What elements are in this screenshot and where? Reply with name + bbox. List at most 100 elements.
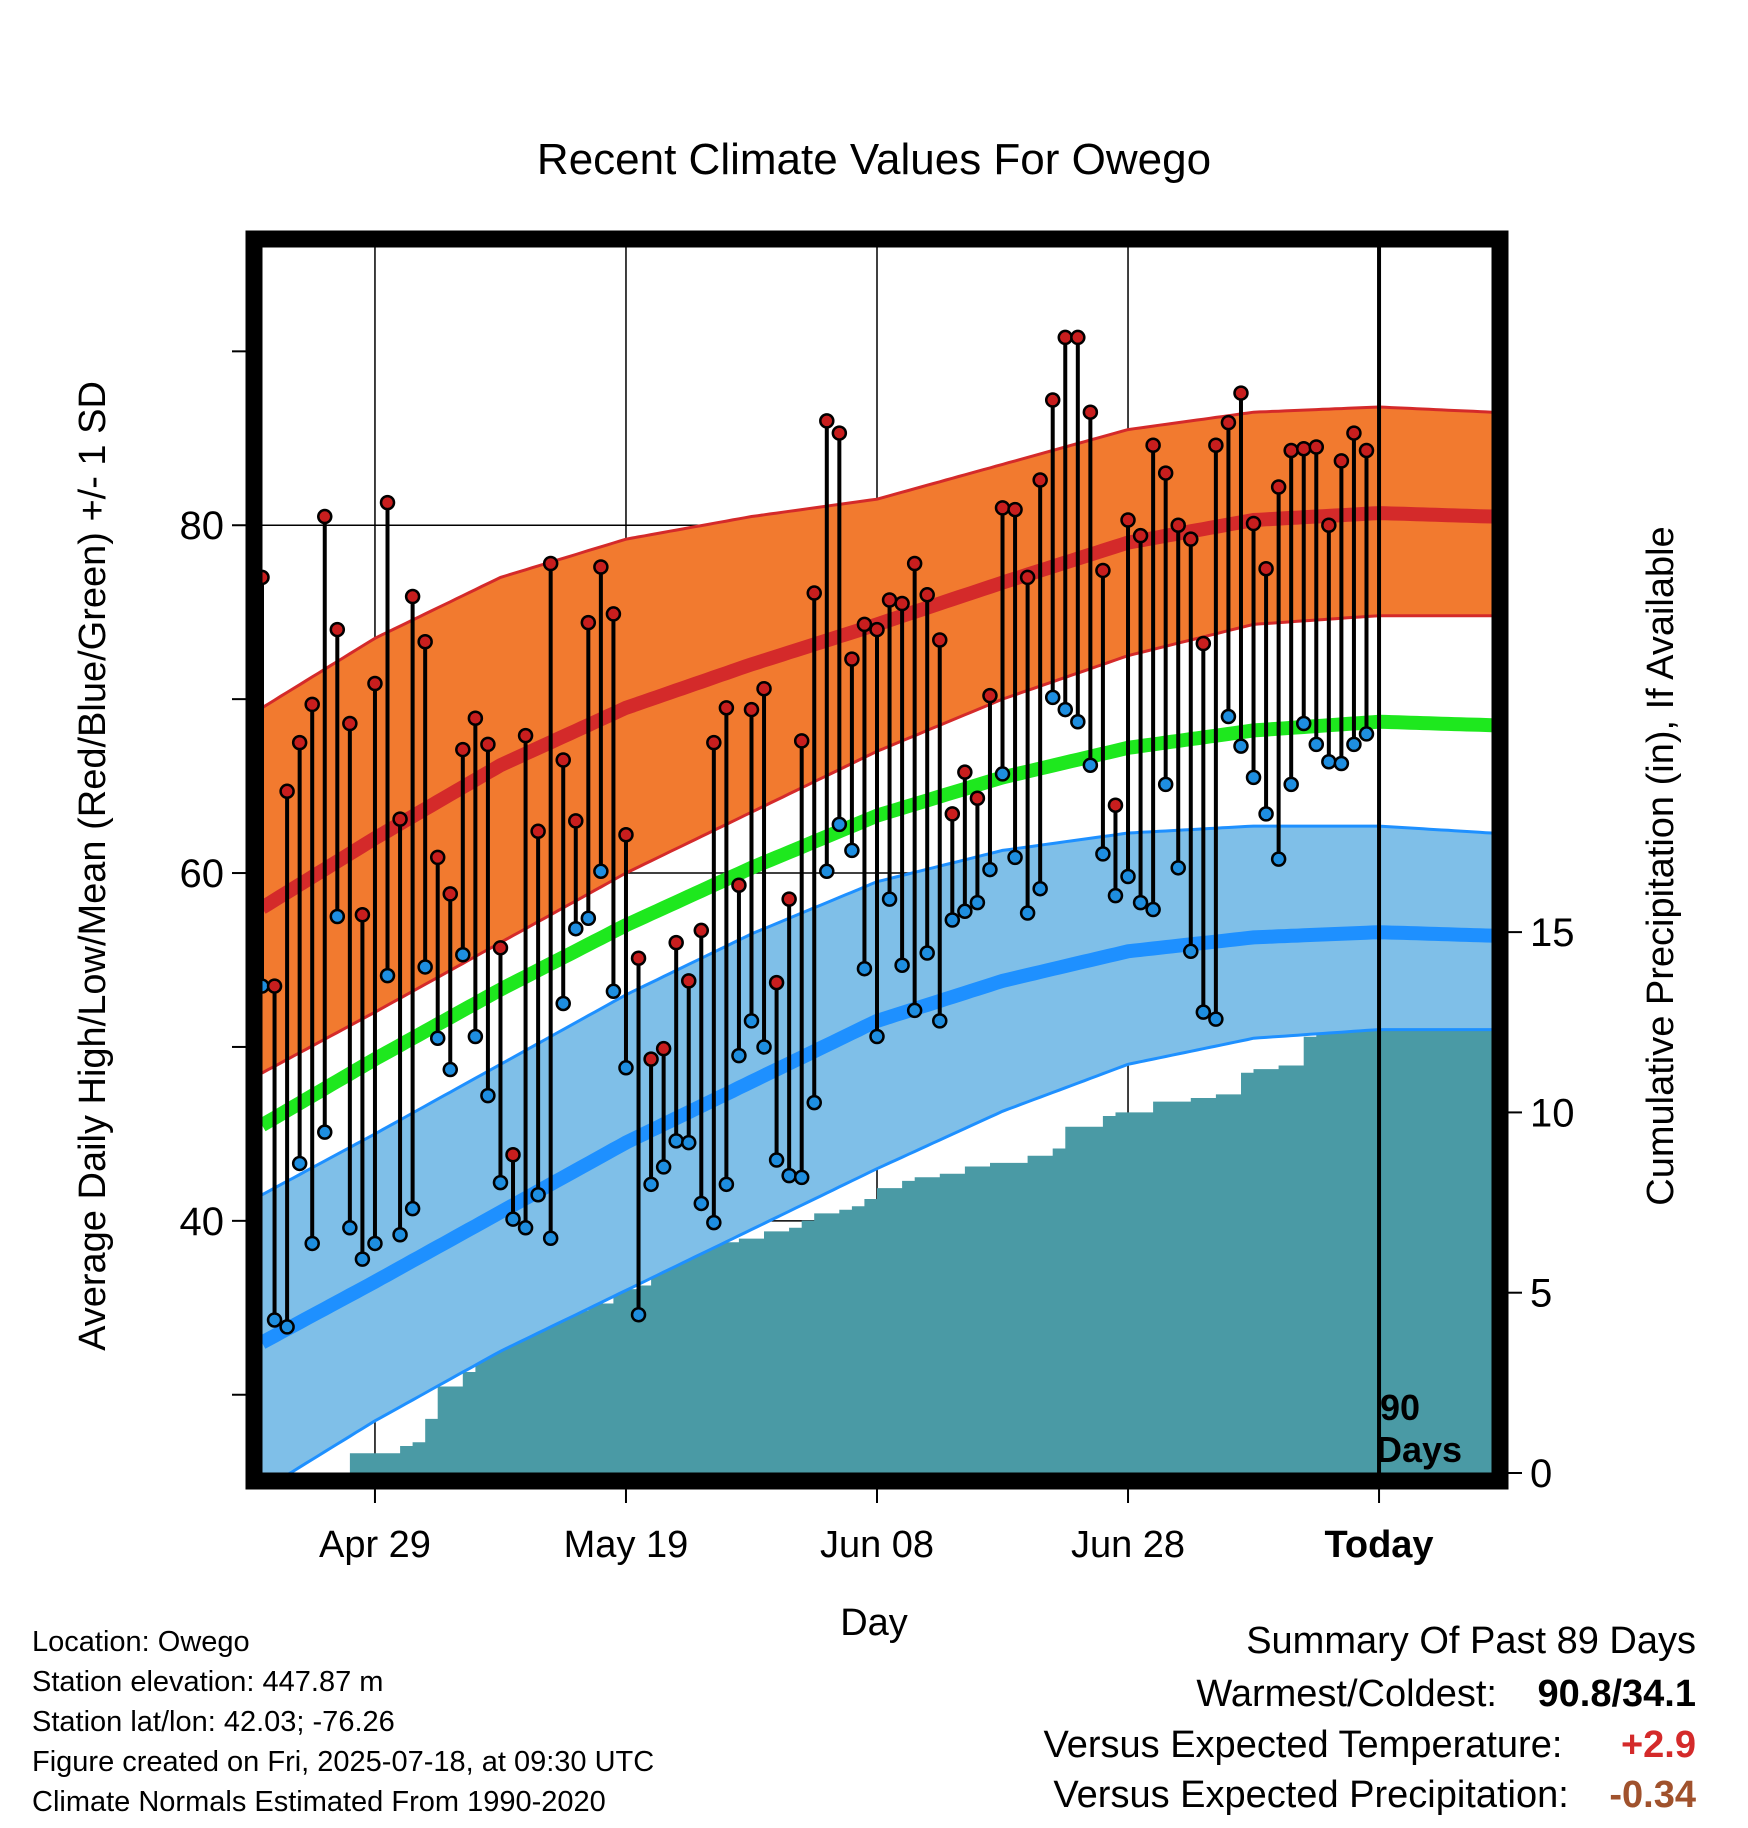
daily-low-point: [329, 908, 346, 925]
daily-high-point: [932, 632, 948, 648]
daily-low-point: [593, 863, 609, 880]
daily-low-point: [756, 1039, 772, 1055]
daily-low-point: [1245, 769, 1262, 786]
daily-high-point: [1346, 425, 1362, 441]
daily-high-point: [756, 680, 772, 697]
daily-low-point: [869, 1028, 885, 1045]
daily-high-point: [1082, 404, 1099, 420]
daily-high-point: [1333, 453, 1350, 469]
daily-low-point: [1057, 701, 1074, 718]
daily-high-point: [1032, 472, 1048, 488]
daily-high-point: [906, 555, 923, 572]
summary-warm-cold-value: 90.8/34.1: [1537, 1673, 1696, 1715]
daily-low-point: [1082, 757, 1099, 773]
daily-high-point: [844, 651, 860, 667]
daily-high-point: [1145, 437, 1161, 453]
daily-high-point: [304, 696, 320, 713]
daily-low-point: [530, 1187, 546, 1203]
daily-high-point: [317, 508, 333, 525]
daily-low-point: [342, 1220, 358, 1236]
daily-low-point: [568, 920, 584, 937]
daily-observations: [262, 247, 1382, 1473]
daily-low-point: [442, 1061, 459, 1078]
daily-high-point: [1132, 527, 1149, 544]
daily-high-point: [1308, 439, 1325, 455]
daily-low-point: [1183, 943, 1199, 960]
daily-low-point: [793, 1169, 810, 1186]
daily-low-point: [630, 1307, 647, 1323]
daily-high-point: [1183, 531, 1199, 547]
high-band-upper-edge: [262, 405, 1492, 710]
daily-low-point: [906, 1002, 923, 1019]
daily-low-point: [1220, 708, 1237, 725]
summary-precip: Versus Expected Precipitation: -0.34: [1053, 1774, 1696, 1817]
y2-tick-label: 5: [1530, 1272, 1552, 1316]
y-tick-label: 60: [180, 852, 225, 896]
daily-high-point: [1220, 414, 1237, 431]
daily-high-point: [1270, 479, 1287, 495]
daily-low-point: [1208, 1011, 1224, 1027]
daily-low-point: [555, 995, 571, 1012]
daily-low-point: [806, 1094, 822, 1111]
info-elevation: Station elevation: 447.87 m: [32, 1666, 384, 1698]
summary-warm-cold-label: Warmest/Coldest:: [1196, 1673, 1497, 1715]
daily-high-point: [1245, 515, 1262, 532]
daily-high-point: [919, 587, 935, 603]
daily-high-point: [329, 621, 346, 638]
daily-high-point: [957, 764, 973, 780]
daily-low-point: [279, 1319, 295, 1335]
chart-title: Recent Climate Values For Owego: [537, 135, 1211, 184]
y2-tick-label: 15: [1530, 911, 1575, 955]
daily-high-point: [417, 634, 433, 650]
daily-high-point: [542, 555, 559, 572]
daily-high-point: [291, 734, 308, 751]
x-tick-label: May 19: [564, 1524, 689, 1566]
daily-low-point: [1233, 738, 1249, 754]
daily-high-point: [668, 934, 684, 951]
daily-high-point: [480, 736, 496, 753]
plot-frame: [245, 230, 1509, 1490]
daily-high-point: [555, 752, 571, 768]
daily-high-point: [1044, 392, 1061, 408]
daily-low-point: [404, 1200, 421, 1217]
daily-high-point: [643, 1051, 659, 1067]
daily-low-point: [1120, 868, 1136, 885]
y-tick-label: 80: [180, 504, 225, 548]
daily-high-point: [1095, 562, 1111, 579]
daily-high-point: [1321, 517, 1337, 533]
daily-low-point: [618, 1060, 634, 1076]
daily-high-point: [1295, 440, 1312, 457]
daily-low-point: [1107, 887, 1124, 904]
daily-low-point: [919, 945, 935, 961]
daily-low-point: [668, 1133, 684, 1149]
daily-high-point: [806, 585, 822, 601]
daily-high-point: [1283, 442, 1299, 459]
info-normals: Climate Normals Estimated From 1990-2020: [32, 1786, 606, 1818]
daily-high-point: [342, 715, 358, 732]
daily-high-point: [881, 592, 898, 608]
daily-low-point: [1358, 726, 1375, 742]
y2-axis-label: Cumulative Precipitation (in), If Availa…: [1640, 526, 1682, 1205]
daily-low-point: [1132, 894, 1149, 911]
daily-high-point: [894, 595, 910, 612]
daily-high-point: [530, 823, 546, 840]
daily-low-point: [266, 1312, 283, 1328]
daily-low-point: [580, 910, 597, 927]
daily-low-point: [1321, 753, 1337, 770]
daily-high-point: [367, 675, 383, 692]
summary-precip-label: Versus Expected Precipitation:: [1053, 1774, 1569, 1816]
daily-high-point: [262, 569, 270, 586]
daily-high-point: [693, 922, 710, 939]
daily-low-point: [467, 1028, 484, 1045]
info-location: Location: Owego: [32, 1626, 250, 1658]
daily-high-point: [593, 559, 609, 575]
daily-low-point: [831, 816, 848, 833]
daily-low-point: [1270, 851, 1287, 867]
daily-low-point: [1007, 849, 1023, 866]
daily-low-point: [1070, 713, 1086, 730]
daily-high-point: [1019, 569, 1036, 586]
daily-low-point: [1032, 880, 1048, 897]
x-tick-label: Apr 29: [319, 1524, 431, 1566]
daily-high-point: [819, 413, 835, 429]
today-days-label-line1: 90: [1380, 1387, 1420, 1428]
